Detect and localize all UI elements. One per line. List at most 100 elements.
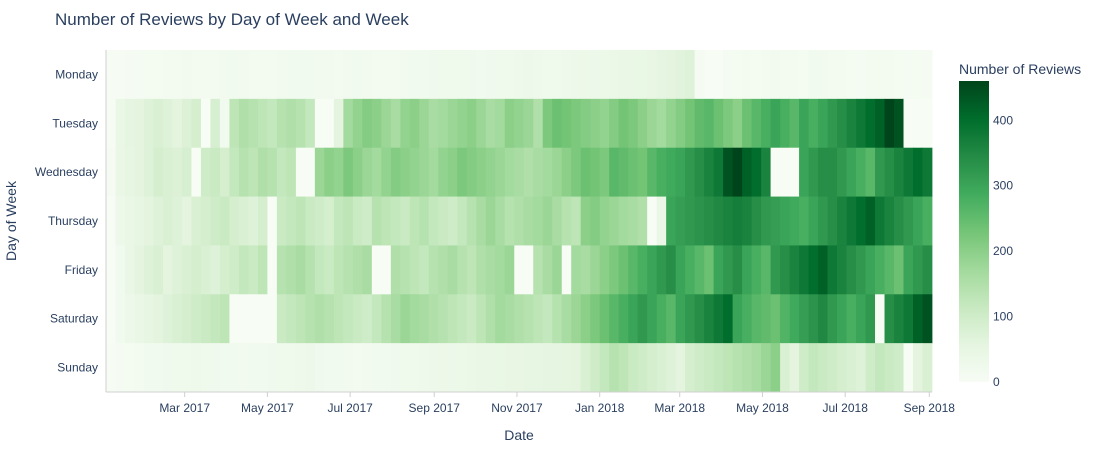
heatmap-cell [789,50,800,100]
heatmap-cell [115,343,126,393]
heatmap-cell [457,147,468,197]
heatmap-cell [694,245,705,295]
heatmap-cell [789,245,800,295]
chart-title: Number of Reviews by Day of Week and Wee… [55,10,409,29]
heatmap-cell [723,98,734,149]
heatmap-cell [523,98,534,149]
heatmap-cell [599,98,610,149]
heatmap-cell [922,294,933,344]
y-tick-label: Thursday [48,214,98,228]
heatmap-cell [666,245,677,295]
heatmap-cell [200,294,211,344]
heatmap-cell [818,294,828,344]
heatmap-cell [409,294,420,344]
heatmap-cell [466,147,477,197]
heatmap-cell [428,50,439,100]
heatmap-cell [466,196,477,246]
heatmap-cell [580,98,591,149]
heatmap-cell [732,196,743,246]
heatmap-cell [124,50,135,100]
heatmap-cell [257,98,268,149]
heatmap-cell [618,98,629,149]
heatmap-cell [134,147,145,197]
heatmap-cell [903,196,914,246]
heatmap-cell [257,196,268,246]
y-tick-label: Monday [55,67,98,81]
heatmap-cell [903,147,914,197]
heatmap-cell [267,98,278,149]
heatmap-cell [343,343,354,393]
heatmap-cell [495,196,506,246]
heatmap-cell [742,196,752,246]
heatmap-cell [865,245,876,295]
colorbar-tick-label: 0 [993,375,1000,389]
heatmap-cell [628,245,639,295]
heatmap-cell [124,343,135,393]
heatmap-cell [675,294,686,344]
heatmap-cell [856,343,866,393]
heatmap-cell [352,196,363,246]
heatmap-cell [229,245,240,295]
heatmap-cell [637,50,648,100]
heatmap-cell [552,294,563,344]
heatmap-cell [409,196,420,246]
heatmap-cell [504,196,515,246]
heatmap-cell [666,50,677,100]
heatmap-cell [580,343,591,393]
heatmap-cell [770,245,781,295]
heatmap-cell [637,147,648,197]
heatmap-cell [352,343,363,393]
heatmap-cell [609,294,620,344]
heatmap-cell [675,343,686,393]
heatmap-cell [286,147,297,197]
heatmap-cell [647,196,658,246]
heatmap-cell [476,50,487,100]
heatmap-cell [295,343,306,393]
heatmap-cell [552,50,563,100]
heatmap-cell [666,343,677,393]
heatmap-cell [656,50,667,100]
heatmap-cell [115,147,126,197]
heatmap-cell [637,245,648,295]
colorbar [959,81,989,382]
x-tick-label: Jul 2018 [823,401,869,415]
y-tick-label: Wednesday [35,165,98,179]
heatmap-cell [732,294,743,344]
heatmap-cell [106,196,116,246]
heatmap-cell [210,343,221,393]
heatmap-cell [276,294,287,344]
heatmap-cell [419,98,430,149]
heatmap-cell [913,245,923,295]
heatmap-cell [808,343,819,393]
x-tick-label: Nov 2017 [491,401,543,415]
heatmap-cell [628,196,639,246]
heatmap-cell [343,147,354,197]
heatmap-cell [400,294,411,344]
heatmap-cell [884,294,895,344]
heatmap-cell [447,98,458,149]
heatmap-cell [656,196,667,246]
heatmap-cell [210,147,221,197]
heatmap-cell [286,50,297,100]
heatmap-cell [827,147,838,197]
heatmap-cell [390,50,401,100]
heatmap-cell [324,343,335,393]
heatmap-cell [523,196,534,246]
y-tick-label: Friday [65,263,98,277]
heatmap-cell [751,196,762,246]
heatmap-cell [808,294,819,344]
heatmap-cell [153,147,164,197]
heatmap-cell [780,98,790,149]
heatmap-cell [808,98,819,149]
heatmap-cell [884,196,895,246]
heatmap-cell [172,343,183,393]
heatmap-cell [875,50,885,100]
heatmap-cell [438,147,449,197]
heatmap-cell [362,196,373,246]
heatmap-cell [808,196,819,246]
heatmap-cell [780,50,790,100]
heatmap-cell [333,294,344,344]
heatmap-cell [542,98,553,149]
heatmap-cell [305,147,316,197]
heatmap-cell [761,147,771,197]
